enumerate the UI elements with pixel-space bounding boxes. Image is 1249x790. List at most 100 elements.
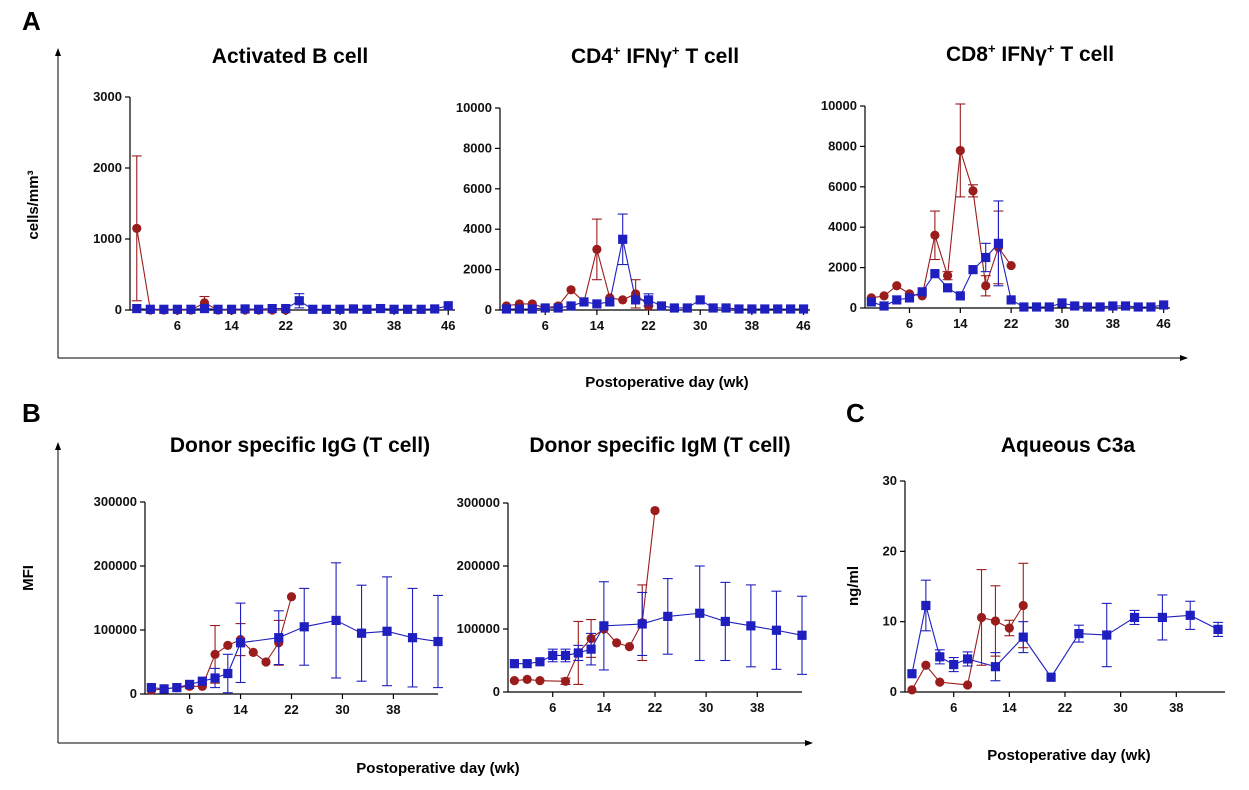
x-tick-label: 14 — [233, 702, 248, 717]
y-tick-label: 0 — [493, 684, 500, 699]
data-point-blue — [308, 304, 318, 314]
data-point-blue — [1102, 630, 1112, 640]
series-line-red — [911, 605, 1024, 691]
data-point-blue — [210, 673, 220, 683]
data-point-red — [535, 676, 545, 686]
panel-c-ylabel: ng/ml — [845, 566, 862, 606]
chart-cd8-ifng-t-cell: 0 2000 4000 6000 8000 10000 6 14 22 30 38 46 — [821, 98, 1171, 331]
data-point-blue — [599, 621, 609, 631]
data-point-blue — [1031, 302, 1042, 312]
data-point-red — [1006, 260, 1016, 271]
data-point-blue — [213, 304, 223, 314]
data-point-blue — [430, 304, 440, 314]
data-point-blue — [907, 669, 917, 679]
chart-donor-igg: 0 100000 200000 300000 6 14 22 30 38 — [94, 494, 443, 717]
data-point-blue — [773, 304, 783, 314]
y-tick-label: 2000 — [463, 262, 492, 277]
data-point-blue — [335, 304, 345, 314]
data-point-blue — [663, 611, 673, 621]
data-point-red — [248, 647, 258, 658]
series-line-blue — [514, 612, 803, 665]
y-tick-label: 300000 — [457, 495, 500, 510]
x-tick-label: 22 — [278, 318, 292, 333]
data-point-blue — [362, 304, 372, 314]
panel-b-ylabel: MFI — [20, 565, 37, 591]
x-tick-label: 22 — [284, 702, 298, 717]
data-point-blue — [540, 303, 550, 313]
y-tick-label: 2000 — [93, 160, 122, 175]
x-tick-label: 6 — [549, 700, 556, 715]
data-point-blue — [321, 304, 331, 314]
data-point-red — [132, 223, 142, 233]
data-point-blue — [1146, 302, 1156, 312]
panel-a-ylabel: cells/mm³ — [25, 170, 42, 239]
chart-title-igm: Donor specific IgM (T cell) — [529, 434, 790, 457]
data-point-blue — [943, 283, 953, 293]
x-tick-label: 22 — [641, 318, 655, 333]
data-point-blue — [274, 633, 284, 643]
data-point-blue — [267, 303, 277, 314]
data-point-blue — [132, 303, 142, 314]
data-point-red — [1004, 623, 1014, 633]
data-point-blue — [955, 291, 965, 301]
data-point-blue — [514, 304, 524, 314]
x-tick-label: 6 — [542, 318, 549, 333]
data-point-blue — [356, 628, 367, 638]
panel-letter-b: B — [22, 398, 41, 428]
data-point-red — [907, 685, 917, 695]
data-point-blue — [433, 636, 443, 647]
y-tick-label: 10 — [883, 614, 897, 629]
chart-activated-b-cell: 0 1000 2000 3000 6 14 22 30 38 46 — [93, 89, 455, 333]
data-point-blue — [797, 630, 807, 640]
data-point-blue — [747, 304, 757, 314]
y-tick-label: 200000 — [457, 558, 500, 573]
y-tick-label: 200000 — [94, 558, 137, 573]
data-point-blue — [184, 679, 195, 689]
y-tick-label: 0 — [485, 302, 492, 317]
data-point-blue — [605, 297, 615, 307]
x-tick-label: 38 — [386, 702, 400, 717]
data-point-blue — [186, 304, 196, 314]
data-point-blue — [1129, 612, 1140, 623]
data-point-blue — [904, 293, 915, 303]
data-point-blue — [501, 304, 512, 314]
data-point-red — [963, 680, 973, 690]
x-tick-label: 22 — [648, 700, 662, 715]
panel-c-xlabel: Postoperative day (wk) — [987, 747, 1150, 764]
chart-title-igg: Donor specific IgG (T cell) — [170, 434, 430, 457]
data-point-red — [210, 649, 220, 659]
data-point-red — [612, 638, 622, 648]
series-line-blue — [871, 242, 1164, 308]
data-point-blue — [879, 301, 889, 311]
data-point-red — [592, 244, 602, 254]
data-point-blue — [586, 644, 596, 654]
data-point-blue — [631, 295, 641, 305]
panel-letter-a: A — [22, 6, 41, 36]
data-point-blue — [281, 303, 291, 314]
data-point-blue — [643, 295, 654, 305]
data-point-blue — [930, 269, 940, 279]
data-point-blue — [1006, 295, 1016, 305]
y-tick-label: 100000 — [94, 622, 137, 637]
data-point-blue — [1070, 301, 1080, 311]
chart-title-cd4: CD4+ IFNγ+ T cell — [571, 43, 739, 68]
data-point-blue — [416, 304, 426, 314]
data-point-blue — [509, 659, 519, 669]
x-tick-label: 30 — [1055, 316, 1069, 331]
data-point-blue — [1018, 632, 1028, 642]
data-point-blue — [199, 303, 210, 314]
data-point-blue — [771, 625, 782, 635]
data-point-blue — [1019, 302, 1029, 312]
y-tick-label: 20 — [883, 543, 897, 558]
data-point-blue — [786, 304, 796, 314]
x-tick-label: 22 — [1004, 316, 1018, 331]
data-point-blue — [226, 304, 237, 314]
data-point-blue — [375, 303, 386, 314]
x-tick-label: 6 — [906, 316, 913, 331]
x-tick-label: 46 — [441, 318, 455, 333]
data-point-red — [990, 616, 1001, 626]
y-tick-label: 0 — [130, 686, 137, 701]
data-point-blue — [407, 633, 418, 643]
data-point-blue — [522, 659, 532, 669]
